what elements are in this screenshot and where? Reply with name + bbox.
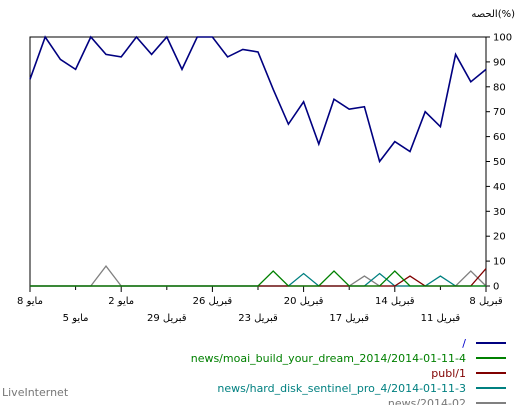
x-tick-label: 20 قبريل <box>284 296 324 307</box>
legend-label: news/moai_build_your_dream_2014/2014-01-… <box>191 352 466 365</box>
series-line <box>30 270 486 287</box>
series-line <box>30 265 487 287</box>
legend: / news/moai_build_your_dream_2014/2014-01… <box>191 337 506 405</box>
y-tick-label: 50 <box>493 157 506 168</box>
x-tick-label: 2 مايو <box>108 296 134 307</box>
x-tick-label: 5 مايو <box>63 313 89 324</box>
x-tick-label: 17 قبريل <box>329 313 369 324</box>
footer-brand: LiveInternet <box>2 386 69 399</box>
y-tick-label: 70 <box>493 107 506 118</box>
y-tick-label: 30 <box>493 207 506 218</box>
y-tick-label: 40 <box>493 182 506 193</box>
x-tick-label: 14 قبريل <box>375 296 415 307</box>
legend-label: news/hard_disk_sentinel_pro_4/2014-01-11… <box>217 382 466 395</box>
x-axis: 8 قبريل 11 قبريل 14 قبريل 17 قبريل 20 قبريل 2… <box>17 286 503 324</box>
legend-label: news/2014-02 <box>388 397 466 405</box>
series-line <box>30 268 487 287</box>
y-tick-label: 60 <box>493 132 506 143</box>
y-axis-title: الحصه(%) <box>471 9 515 20</box>
x-tick-label: 26 قبريل <box>193 296 233 307</box>
y-tick-label: 20 <box>493 232 506 243</box>
x-tick-label: 23 قبريل <box>238 313 278 324</box>
legend-label: publ/1 <box>431 367 466 380</box>
y-axis: 0 10 20 30 40 50 60 70 80 90 100 <box>486 33 512 293</box>
y-tick-label: 100 <box>493 33 512 44</box>
y-tick-label: 10 <box>493 257 506 268</box>
x-tick-label: 8 مايو <box>17 296 43 307</box>
x-tick-label: 29 قبريل <box>147 313 187 324</box>
y-tick-label: 80 <box>493 82 506 93</box>
y-tick-label: 0 <box>493 282 499 293</box>
legend-label: / <box>462 337 466 350</box>
series-lines <box>29 35 487 287</box>
series-line <box>29 35 487 164</box>
y-tick-label: 90 <box>493 57 506 68</box>
x-tick-label: 8 قبريل <box>469 296 502 307</box>
plot-frame <box>29 36 487 287</box>
x-tick-label: 11 قبريل <box>421 313 461 324</box>
